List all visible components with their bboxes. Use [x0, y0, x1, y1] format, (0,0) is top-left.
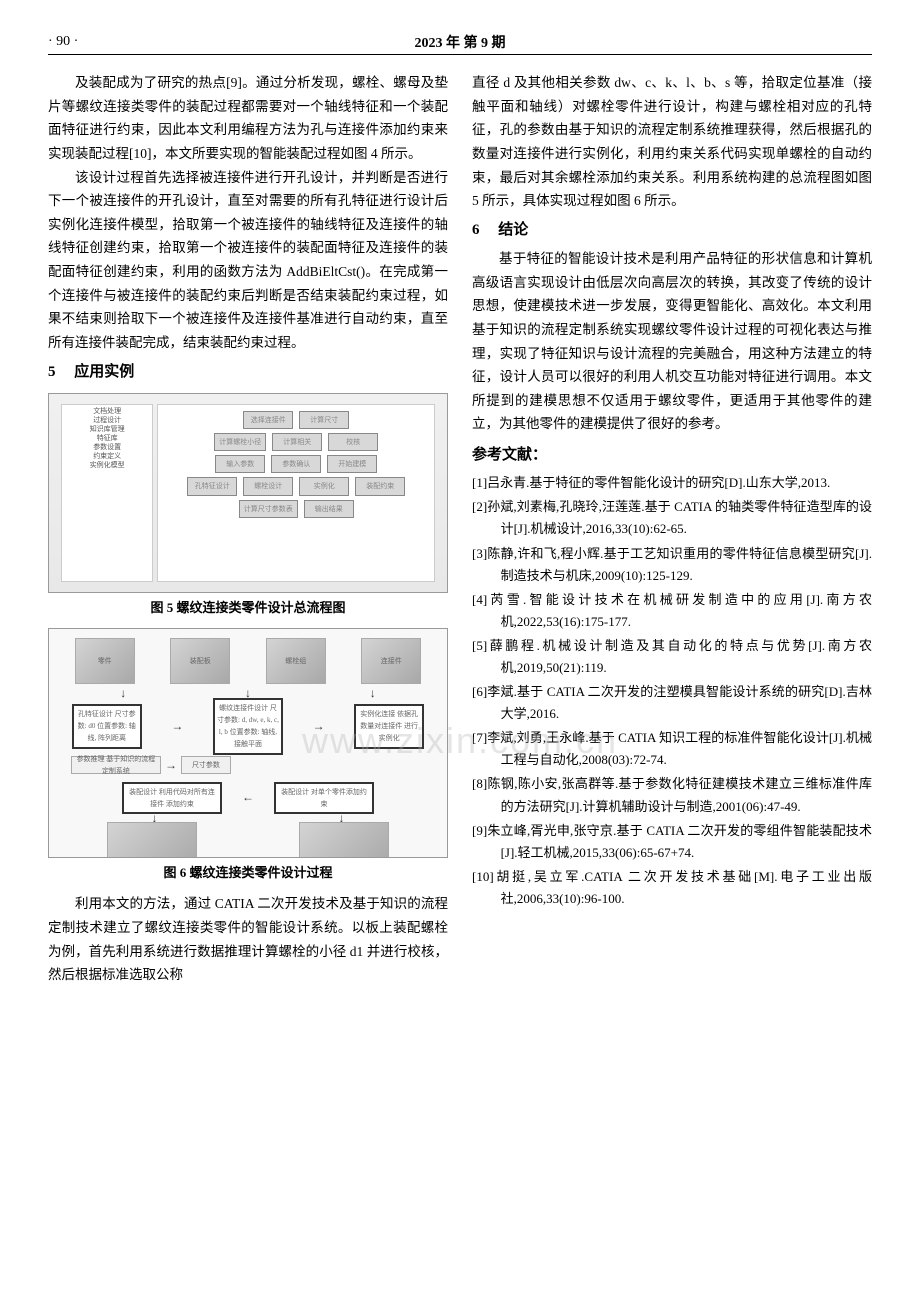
- figure-5: 文档处理 过程设计 知识库管理 特征库 参数设置 约束定义 实例化模型 选择连接: [48, 393, 448, 620]
- fig6-3d-item: [299, 822, 389, 857]
- reference-item: [3]陈静,许和飞,程小辉.基于工艺知识重用的零件特征信息模型研究[J].制造技…: [472, 543, 872, 587]
- fig5-node: 选择连接件: [243, 411, 293, 429]
- fig5-sidebar: 文档处理 过程设计 知识库管理 特征库 参数设置 约束定义 实例化模型: [61, 404, 154, 582]
- two-column-layout: 及装配成为了研究的热点[9]。通过分析发现，螺栓、螺母及垫片等螺纹连接类零件的装…: [48, 71, 872, 987]
- fig5-node: 实例化: [299, 477, 349, 495]
- arrow-right-icon: →: [171, 716, 183, 737]
- fig6-3d-item: 连接件: [361, 638, 421, 684]
- fig6-row-mid: 孔特征设计 尺寸参数: d0 位置参数: 轴线, 阵列距离 → 螺纹连接件设计 …: [61, 698, 435, 755]
- fig6-box-node: 实例化连接 依据孔数量对连接件 进行实例化: [354, 704, 424, 749]
- page-number: · 90 ·: [48, 34, 78, 50]
- fig5-sidebar-item: 实例化模型: [64, 461, 151, 470]
- fig5-node: 螺栓设计: [243, 477, 293, 495]
- figure-6-caption: 图 6 螺纹连接类零件设计过程: [48, 862, 448, 885]
- fig5-node: 装配约束: [355, 477, 405, 495]
- left-column: 及装配成为了研究的热点[9]。通过分析发现，螺栓、螺母及垫片等螺纹连接类零件的装…: [48, 71, 448, 987]
- fig6-bottom-section: 装配设计 利用代码对所有连接件 添加约束 ← 装配设计 对单个零件添加约束 ↓ …: [61, 782, 435, 858]
- fig5-flow: 选择连接件 计算尺寸 计算螺栓小径 计算相关 校核 输入参数: [164, 411, 428, 575]
- fig5-sidebar-item: 特征库: [64, 434, 151, 443]
- fig6-row-boxes: 装配设计 利用代码对所有连接件 添加约束 ← 装配设计 对单个零件添加约束: [61, 782, 435, 815]
- fig5-node: 校核: [328, 433, 378, 451]
- arrow-down-icon: ↓: [120, 683, 126, 704]
- right-para-2: 基于特征的智能设计技术是利用产品特征的形状信息和计算机高级语言实现设计由低层次向…: [472, 247, 872, 436]
- fig6-grid: 零件 装配板 螺栓组 连接件 ↓ ↓ ↓ 孔特: [61, 638, 435, 848]
- figure-5-caption: 图 5 螺纹连接类零件设计总流程图: [48, 597, 448, 620]
- fig6-row-bottom: [61, 822, 435, 857]
- reference-item: [9]朱立峰,胥光申,张守京.基于 CATIA 二次开发的零组件智能装配技术[J…: [472, 820, 872, 864]
- issue-label: 2023 年 第 9 期: [415, 32, 506, 52]
- reference-item: [4]芮雪.智能设计技术在机械研发制造中的应用[J].南方农机,2022,53(…: [472, 589, 872, 633]
- fig5-node: 开始建模: [327, 455, 377, 473]
- section-6-text: 结论: [498, 222, 528, 238]
- section-5-num: 5: [48, 359, 71, 385]
- reference-item: [2]孙斌,刘素梅,孔晓玲,汪莲莲.基于 CATIA 的轴类零件特征造型库的设计…: [472, 496, 872, 540]
- fig5-row: 输入参数 参数确认 开始建模: [164, 455, 428, 473]
- fig5-row: 计算尺寸参数表 输出结果: [164, 500, 428, 518]
- fig5-node: 计算尺寸参数表: [239, 500, 298, 518]
- fig6-3d-item: 零件: [75, 638, 135, 684]
- fig5-node: 计算尺寸: [299, 411, 349, 429]
- arrow-down-icon: ↓: [370, 683, 376, 704]
- section-5-text: 应用实例: [74, 364, 134, 380]
- fig5-node: 参数确认: [271, 455, 321, 473]
- fig5-row: 计算螺栓小径 计算相关 校核: [164, 433, 428, 451]
- fig5-sidebar-item: 参数设置: [64, 443, 151, 452]
- fig5-node: 计算相关: [272, 433, 322, 451]
- fig6-box-node: 螺纹连接件设计 尺寸参数: d, dw, e, k, c, l, b 位置参数:…: [213, 698, 283, 755]
- fig5-node: 孔特征设计: [187, 477, 237, 495]
- fig5-sidebar-item: 过程设计: [64, 416, 151, 425]
- right-column: 直径 d 及其他相关参数 dw、c、k、l、b、s 等，拾取定位基准（接触平面和…: [472, 71, 872, 987]
- section-6-num: 6: [472, 217, 495, 243]
- fig5-row: 选择连接件 计算尺寸: [164, 411, 428, 429]
- left-para-3: 利用本文的方法，通过 CATIA 二次开发技术及基于知识的流程定制技术建立了螺纹…: [48, 892, 448, 987]
- fig5-sidebar-item: 文档处理: [64, 407, 151, 416]
- figure-6: 零件 装配板 螺栓组 连接件 ↓ ↓ ↓ 孔特: [48, 628, 448, 885]
- fig6-3d-item: 螺栓组: [266, 638, 326, 684]
- fig6-box-node: 参数推理 基于知识的流程定制系统: [71, 756, 161, 774]
- fig5-node: 输入参数: [215, 455, 265, 473]
- fig5-node: 计算螺栓小径: [214, 433, 266, 451]
- right-para-1: 直径 d 及其他相关参数 dw、c、k、l、b、s 等，拾取定位基准（接触平面和…: [472, 71, 872, 213]
- fig6-3d-item: 装配板: [170, 638, 230, 684]
- figure-5-image: 文档处理 过程设计 知识库管理 特征库 参数设置 约束定义 实例化模型 选择连接: [48, 393, 448, 593]
- fig6-box-node: 装配设计 利用代码对所有连接件 添加约束: [122, 782, 222, 815]
- fig5-inner: 文档处理 过程设计 知识库管理 特征库 参数设置 约束定义 实例化模型 选择连接: [61, 404, 435, 582]
- reference-item: [8]陈钢,陈小安,张高群等.基于参数化特征建模技术建立三维标准件库的方法研究[…: [472, 773, 872, 817]
- reference-item: [10]胡挺,吴立军.CATIA 二次开发技术基础[M].电子工业出版社,200…: [472, 866, 872, 910]
- figure-6-image: 零件 装配板 螺栓组 连接件 ↓ ↓ ↓ 孔特: [48, 628, 448, 858]
- arrow-left-icon: ←: [242, 787, 254, 808]
- reference-item: [5]薛鹏程.机械设计制造及其自动化的特点与优势[J].南方农机,2019,50…: [472, 635, 872, 679]
- fig6-box-node: 孔特征设计 尺寸参数: d0 位置参数: 轴线, 阵列距离: [72, 704, 142, 749]
- fig5-sidebar-item: 约束定义: [64, 452, 151, 461]
- fig5-row: 孔特征设计 螺栓设计 实例化 装配约束: [164, 477, 428, 495]
- left-para-1: 及装配成为了研究的热点[9]。通过分析发现，螺栓、螺母及垫片等螺纹连接类零件的装…: [48, 71, 448, 166]
- fig5-node: 输出结果: [304, 500, 354, 518]
- arrow-right-icon: →: [165, 755, 177, 776]
- reference-item: [7]李斌,刘勇,王永峰.基于 CATIA 知识工程的标准件智能化设计[J].机…: [472, 727, 872, 771]
- left-para-2: 该设计过程首先选择被连接件进行开孔设计，并判断是否进行下一个被连接件的开孔设计，…: [48, 166, 448, 355]
- fig6-row-mid2: 参数推理 基于知识的流程定制系统 → 尺寸参数: [61, 755, 435, 776]
- section-5-title: 5 应用实例: [48, 359, 448, 385]
- reference-item: [6]李斌.基于 CATIA 二次开发的注塑模具智能设计系统的研究[D].吉林大…: [472, 681, 872, 725]
- fig6-middle-section: ↓ ↓ ↓ 孔特征设计 尺寸参数: d0 位置参数: 轴线, 阵列距离 → 螺纹…: [61, 690, 435, 776]
- fig6-box-node: 尺寸参数: [181, 756, 231, 774]
- fig5-sidebar-item: 知识库管理: [64, 425, 151, 434]
- fig6-3d-item: [107, 822, 197, 857]
- page-header: · 90 · 2023 年 第 9 期 ·: [48, 32, 872, 55]
- references-title: 参考文献：: [472, 442, 872, 468]
- fig6-row-top: 零件 装配板 螺栓组 连接件: [61, 638, 435, 684]
- fig6-box-node: 装配设计 对单个零件添加约束: [274, 782, 374, 815]
- page-container: · 90 · 2023 年 第 9 期 · 及装配成为了研究的热点[9]。通过分…: [0, 0, 920, 1027]
- fig5-main: 选择连接件 计算尺寸 计算螺栓小径 计算相关 校核 输入参数: [157, 404, 435, 582]
- arrow-right-icon: →: [313, 716, 325, 737]
- section-6-title: 6 结论: [472, 217, 872, 243]
- reference-item: [1]吕永青.基于特征的零件智能化设计的研究[D].山东大学,2013.: [472, 472, 872, 494]
